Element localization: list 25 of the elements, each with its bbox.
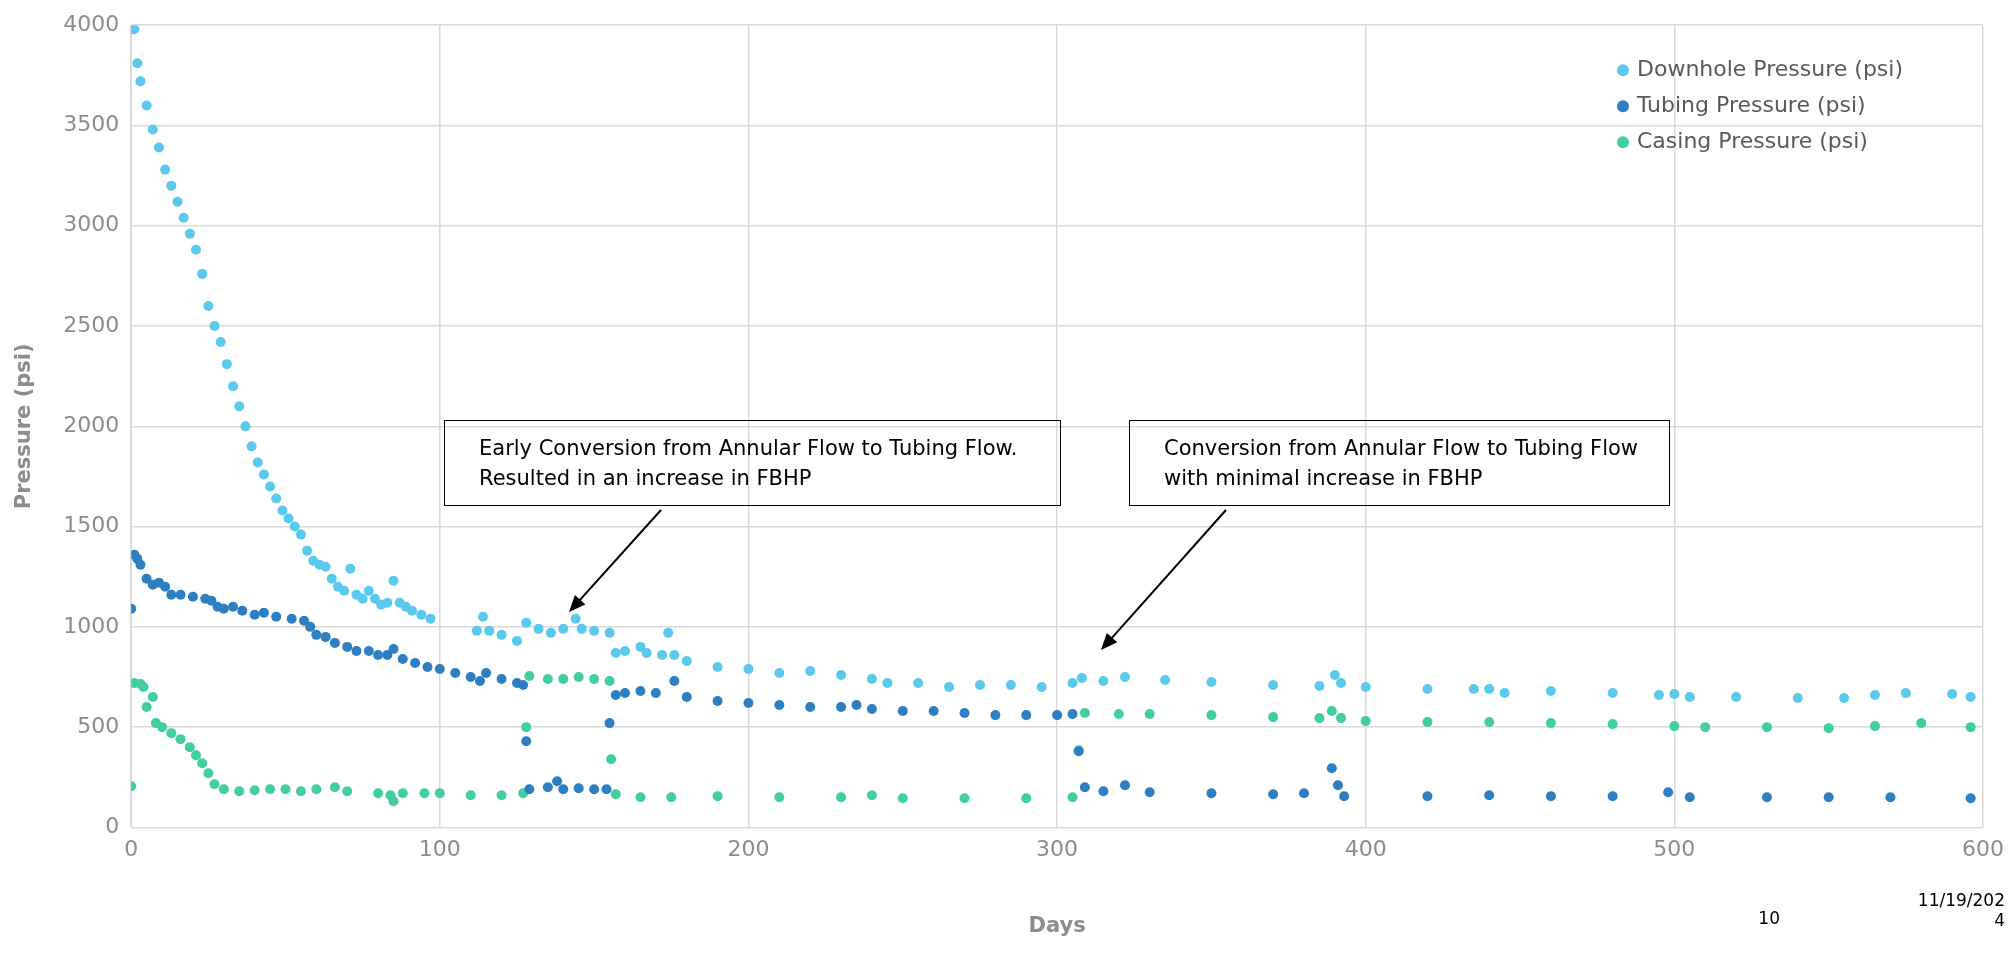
x-tick-label: 600 — [1962, 836, 2004, 862]
y-tick-label: 4000 — [63, 10, 120, 36]
x-tick-label: 100 — [418, 836, 461, 862]
y-tick-label: 500 — [77, 712, 120, 738]
annotation: Conversion from Annular Flow to Tubing Flow with minimal increase in FBHP — [1129, 420, 1670, 506]
y-tick-label: 1500 — [63, 512, 120, 538]
x-tick-label: 400 — [1344, 836, 1387, 862]
x-tick-label: 300 — [1036, 836, 1079, 862]
x-axis-title: Days — [1028, 912, 1086, 937]
y-tick-label: 2000 — [63, 412, 120, 438]
x-tick-label: 0 — [124, 836, 139, 862]
x-tick-label: 500 — [1653, 836, 1696, 862]
y-tick-label: 0 — [105, 813, 120, 839]
legend-label: Tubing Pressure (psi) — [1635, 91, 1866, 117]
legend-label: Casing Pressure (psi) — [1636, 127, 1868, 153]
x-tick-label: 200 — [727, 836, 770, 862]
y-axis-title: Pressure (psi) — [11, 343, 36, 510]
y-tick-label: 1000 — [63, 612, 120, 638]
text: 11/19/202 4 — [1916, 890, 2005, 930]
legend-label: Downhole Pressure (psi) — [1636, 55, 1904, 81]
annotation: Early Conversion from Annular Flow to Tubing Flow. Resulted in an increase in FBHP — [444, 420, 1061, 506]
y-tick-label: 3000 — [63, 211, 120, 237]
y-tick-label: 3500 — [63, 111, 120, 137]
y-tick-label: 2500 — [63, 311, 120, 337]
text: 10 — [1757, 908, 1780, 928]
